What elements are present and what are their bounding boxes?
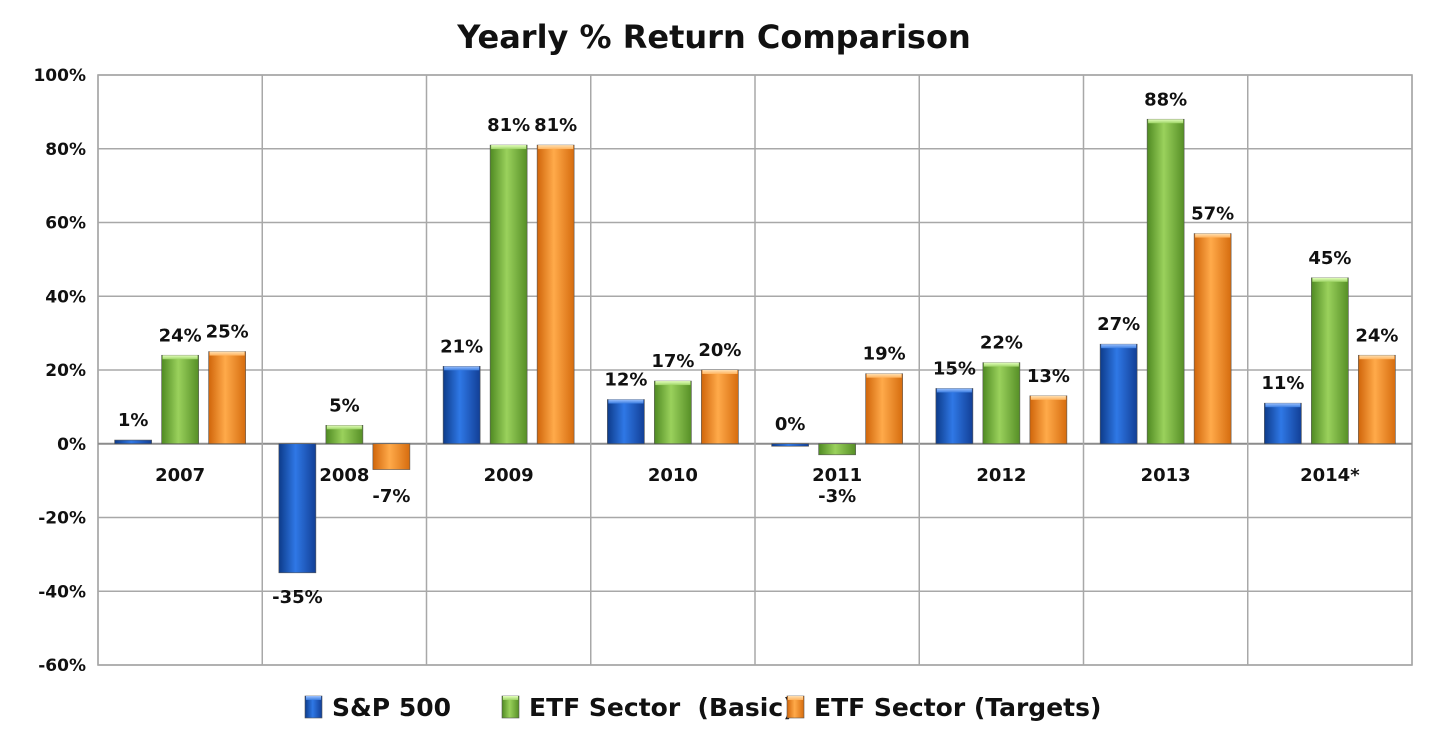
legend: S&P 500 ETF Sector (Basic) ETF Sector (Tar… — [304, 693, 1101, 722]
category-label: 2013 — [1141, 465, 1191, 486]
data-label: 17% — [651, 351, 694, 372]
y-tick-label: 0% — [57, 435, 86, 455]
legend-label-2: ETF Sector (Targets) — [814, 693, 1101, 722]
bar-etf-sector-basic-2013 — [1146, 118, 1185, 445]
category-label: 2012 — [976, 465, 1026, 486]
bar-etf-sector-targets-2009 — [536, 144, 575, 445]
category-label: 2010 — [648, 465, 698, 486]
data-label: 15% — [933, 358, 976, 379]
y-tick-label: 40% — [45, 287, 86, 307]
data-label: -7% — [372, 486, 410, 507]
data-label: 21% — [440, 336, 483, 357]
data-label: 11% — [1261, 373, 1304, 394]
y-tick-label: -40% — [38, 582, 86, 602]
bar-bevel — [1195, 233, 1231, 238]
bar-bevel — [702, 370, 738, 374]
data-label: 5% — [329, 395, 360, 416]
chart-title: Yearly % Return Comparison — [456, 18, 970, 56]
y-tick-label: 20% — [45, 361, 86, 381]
bar-bevel — [608, 399, 644, 404]
bar-etf-sector-basic-2007 — [161, 354, 199, 445]
bar-etf-sector-targets-2010 — [701, 369, 739, 445]
bar-bevel — [983, 362, 1019, 367]
category-label: 2008 — [319, 465, 369, 486]
bar-bevel — [209, 351, 245, 356]
bar-etf-sector-basic-2010 — [654, 380, 692, 445]
data-label: 13% — [1027, 366, 1070, 387]
data-label: 25% — [206, 322, 249, 343]
data-label: 81% — [534, 115, 577, 136]
bar-etf-sector-targets-2014 — [1358, 354, 1396, 445]
bar-s-p-500-2008 — [278, 443, 317, 574]
category-label: 2014* — [1300, 465, 1360, 486]
y-tick-label: 60% — [45, 214, 86, 234]
data-label: 0% — [775, 414, 806, 435]
data-label: 57% — [1191, 204, 1234, 225]
bar-bevel — [326, 425, 362, 430]
data-label: 81% — [487, 115, 530, 136]
bar-bevel — [491, 145, 527, 150]
data-label: 19% — [863, 344, 906, 365]
y-tick-label: 80% — [45, 140, 86, 160]
data-label: 24% — [1355, 325, 1398, 346]
bar-bevel — [538, 145, 574, 150]
legend-swatch-bevel — [306, 696, 321, 700]
bar-bevel — [866, 373, 902, 378]
data-label: 88% — [1144, 89, 1187, 110]
bar-bevel — [655, 381, 691, 386]
bar-s-p-500-2013 — [1099, 343, 1138, 445]
bar-bevel — [1359, 355, 1395, 360]
bar-bevel — [162, 355, 198, 360]
data-label: -35% — [272, 587, 323, 608]
bar-s-p-500-2012 — [935, 388, 974, 445]
bar-etf-sector-basic-2012 — [982, 362, 1021, 445]
data-label: 20% — [698, 340, 741, 361]
bar-bevel — [1312, 277, 1348, 282]
bar-s-p-500-2010 — [607, 399, 645, 445]
data-label: 1% — [118, 410, 149, 431]
y-tick-label: -60% — [38, 656, 86, 676]
category-label: 2007 — [155, 465, 205, 486]
data-label: 12% — [604, 370, 647, 391]
bar-s-p-500-2011 — [771, 443, 809, 447]
data-label: 22% — [980, 333, 1023, 354]
legend-swatch-bevel — [503, 696, 518, 700]
bar-bevel — [1030, 395, 1066, 400]
bar-etf-sector-targets-2013 — [1193, 233, 1232, 445]
data-label: 24% — [159, 325, 202, 346]
bar-bevel — [1265, 403, 1301, 408]
bar-s-p-500-2014 — [1264, 402, 1302, 445]
bar-etf-sector-targets-2007 — [208, 351, 246, 445]
bar-etf-sector-basic-2011 — [818, 443, 856, 456]
y-tick-label: -20% — [38, 509, 86, 529]
bar-bevel — [444, 366, 480, 371]
bar-bevel — [936, 388, 972, 393]
y-tick-label: 100% — [33, 66, 86, 86]
bar-s-p-500-2007 — [114, 439, 152, 445]
legend-label-1: ETF Sector (Basic) — [529, 693, 795, 722]
bar-etf-sector-targets-2008 — [372, 443, 411, 470]
bar-etf-sector-basic-2009 — [489, 144, 528, 445]
legend-label-0: S&P 500 — [332, 693, 451, 722]
bar-etf-sector-targets-2012 — [1029, 395, 1068, 445]
bar-etf-sector-targets-2011 — [865, 373, 903, 445]
category-label: 2011 — [812, 465, 862, 486]
data-label: 27% — [1097, 314, 1140, 335]
data-label: -3% — [818, 486, 856, 507]
category-label: 2009 — [484, 465, 534, 486]
bar-etf-sector-basic-2014 — [1311, 277, 1349, 445]
legend-swatch-bevel — [788, 696, 803, 700]
bar-s-p-500-2009 — [442, 366, 481, 445]
bar-bevel — [1148, 119, 1184, 124]
data-label: 45% — [1308, 248, 1351, 269]
bar-bevel — [1101, 344, 1137, 349]
